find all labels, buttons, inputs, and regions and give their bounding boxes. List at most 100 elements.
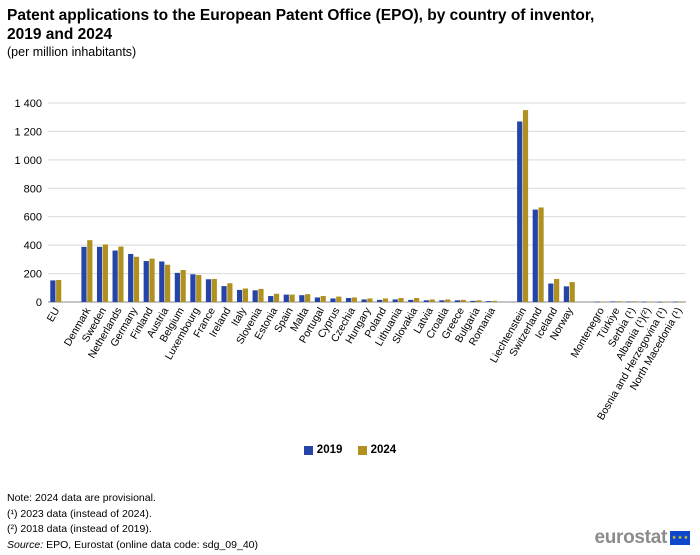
bar-2019: [548, 283, 554, 302]
bar-2024: [522, 110, 529, 302]
bar-2024: [211, 278, 217, 302]
bar-2019: [221, 286, 227, 302]
bar-2024: [102, 244, 108, 302]
bar-2019: [143, 261, 149, 302]
legend-item-2019: 2019: [303, 444, 343, 456]
bar-2024: [413, 298, 420, 302]
bar-2024: [554, 278, 560, 302]
bar-2019: [672, 301, 678, 303]
note-2023-data: (¹) 2023 data (instead of 2024).: [7, 507, 152, 520]
legend-swatch-2024: [357, 445, 367, 455]
y-tick-label: 400: [24, 240, 42, 252]
bar-2019: [439, 300, 445, 302]
bar-2019: [377, 299, 383, 302]
y-tick-label: 600: [24, 212, 42, 224]
source-text: EPO, Eurostat (online data code: sdg_09_…: [43, 538, 258, 551]
bar-2019: [345, 298, 352, 302]
bar-2019: [610, 301, 616, 303]
bar-2019: [252, 290, 258, 302]
bar-2019: [314, 297, 321, 302]
bar-2024: [336, 296, 342, 302]
bar-2024: [569, 282, 575, 302]
bar-2019: [657, 301, 663, 303]
bar-2019: [563, 286, 569, 302]
source-line: Source: EPO, Eurostat (online data code:…: [7, 538, 258, 554]
bar-2019: [174, 272, 180, 302]
bar-2024: [647, 301, 653, 303]
bar-2019: [190, 274, 196, 302]
bar-2024: [491, 300, 497, 302]
bar-2024: [631, 301, 638, 302]
bar-2024: [662, 301, 669, 303]
bar-2019: [470, 300, 476, 302]
bar-2024: [678, 301, 684, 303]
chart-title: Patent applications to the European Pate…: [7, 7, 595, 43]
note-provisional: Note: 2024 data are provisional.: [7, 492, 156, 504]
note-2018-data: (²) 2018 data (instead of 2019).: [7, 523, 152, 535]
bar-2024: [196, 274, 202, 302]
y-tick-label: 1 200: [14, 126, 42, 138]
bar-2019: [361, 299, 367, 302]
bar-2024: [320, 296, 326, 302]
bar-2024: [133, 256, 140, 302]
y-tick-label: 0: [36, 297, 42, 309]
bar-2024: [382, 298, 389, 302]
bar-2019: [517, 121, 523, 302]
bar-2024: [242, 288, 249, 302]
bar-2024: [445, 299, 451, 302]
bar-2024: [367, 298, 373, 302]
eurostat-logo: eurostat ★ ★ ★: [594, 527, 690, 549]
bar-2024: [180, 270, 186, 302]
bar-2019: [81, 246, 87, 302]
y-tick-label: 200: [24, 269, 42, 281]
bar-2019: [532, 209, 538, 302]
source-label: Source:: [7, 538, 44, 551]
y-tick-label: 1 400: [14, 98, 42, 110]
bar-2024: [476, 300, 482, 302]
bar-2024: [227, 283, 233, 302]
bar-2019: [626, 301, 632, 303]
legend-label-2019: 2019: [316, 444, 343, 456]
y-tick-label: 800: [24, 183, 42, 195]
bar-2019: [485, 301, 492, 302]
x-tick-label: EU: [45, 306, 63, 325]
bar-2024: [600, 301, 606, 303]
bar-2019: [50, 280, 56, 302]
bar-2019: [423, 300, 429, 302]
chart-subtitle: (per million inhabitants): [7, 45, 137, 59]
legend-label-2024: 2024: [370, 444, 397, 456]
bar-2019: [641, 301, 647, 303]
bar-2024: [538, 207, 544, 302]
bar-2019: [330, 298, 336, 302]
bar-2019: [454, 300, 461, 302]
bar-2019: [128, 253, 134, 302]
legend: 2019 2024: [0, 444, 700, 458]
bar-2024: [305, 294, 311, 302]
bar-2019: [205, 279, 212, 302]
bar-2024: [429, 299, 435, 302]
bar-2019: [299, 295, 305, 302]
bar-2024: [56, 279, 62, 302]
bar-2024: [165, 264, 171, 302]
bar-2024: [273, 293, 280, 302]
bar-2024: [351, 297, 357, 302]
legend-item-2024: 2024: [357, 444, 397, 456]
bar-2019: [268, 296, 274, 302]
bar-2024: [616, 301, 622, 302]
bar-2019: [237, 289, 243, 302]
bar-2019: [96, 246, 103, 302]
legend-swatch-2019: [303, 445, 313, 455]
bar-2024: [87, 240, 93, 302]
bar-2024: [398, 298, 404, 302]
bar-2024: [118, 246, 124, 302]
bar-2019: [159, 261, 165, 302]
y-tick-label: 1 000: [14, 155, 42, 167]
bar-2019: [112, 250, 118, 302]
footnotes: Note: 2024 data are provisional. (¹) 202…: [7, 491, 258, 553]
bar-2019: [408, 299, 414, 302]
bar-2019: [283, 294, 289, 302]
eu-flag-icon: ★ ★ ★: [670, 531, 690, 545]
bar-2024: [149, 258, 155, 302]
bar-2024: [258, 288, 264, 302]
